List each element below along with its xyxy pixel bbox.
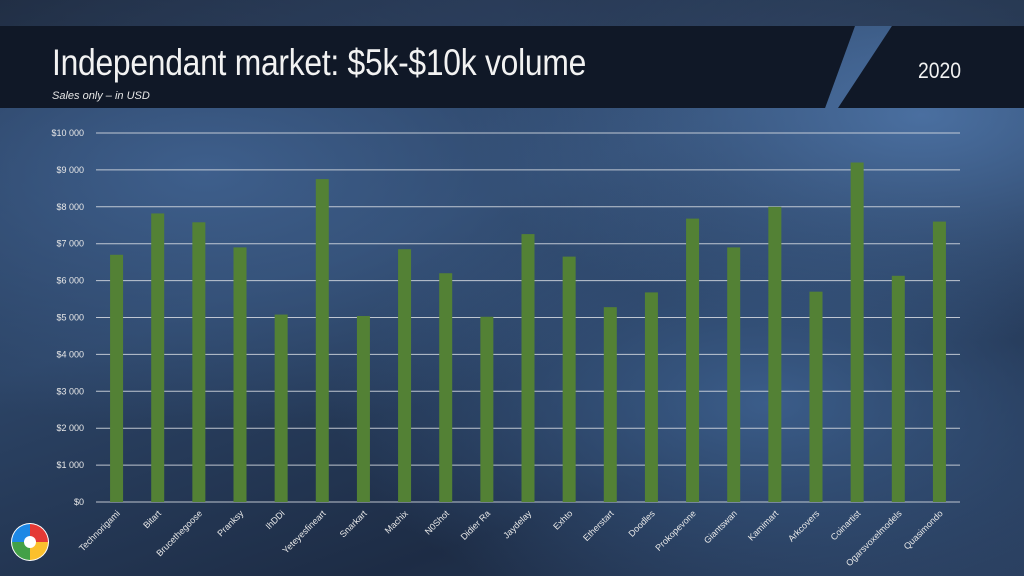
x-tick-label: Doodles	[626, 508, 657, 539]
bar-giantswan	[727, 247, 741, 502]
x-tick-label: Arkcovers	[786, 508, 822, 544]
bar-brucethegoose	[192, 222, 206, 502]
x-tick-label: IhDDi	[264, 508, 287, 531]
bar-bitart	[151, 213, 165, 502]
x-tick-label: Quasimondo	[902, 508, 945, 551]
y-tick-label: $0	[74, 497, 84, 507]
y-tick-label: $6 000	[56, 276, 84, 286]
bar-yeteyesfineart	[315, 179, 329, 502]
x-tick-label: Machix	[383, 508, 411, 536]
bar-quasimondo	[932, 221, 946, 502]
bar-coinartist	[850, 162, 864, 502]
x-tick-label: Coinartist	[829, 508, 863, 542]
bar-technorigami	[110, 254, 124, 502]
bar-didier-ra	[480, 316, 494, 502]
bar-machix	[398, 249, 412, 502]
logo-icon	[11, 523, 49, 561]
y-tick-label: $3 000	[56, 386, 84, 396]
bar-exhto	[562, 256, 576, 502]
x-tick-label: Didier Ra	[459, 508, 493, 542]
x-tick-label: N0Shot	[423, 508, 452, 537]
y-tick-label: $10 000	[51, 128, 84, 138]
title-banner	[0, 26, 855, 108]
top-strip	[0, 0, 1024, 26]
bar-prokopevone	[686, 218, 700, 502]
page-title: Independant market: $5k-$10k volume	[52, 42, 587, 83]
x-tick-label: Exhto	[551, 508, 574, 531]
x-tick-label: Jaydelay	[501, 508, 534, 541]
bar-doodles	[644, 292, 658, 502]
bar-pranksy	[233, 247, 247, 502]
x-tick-label: Giantswan	[702, 508, 739, 545]
y-tick-label: $1 000	[56, 460, 84, 470]
y-tick-label: $8 000	[56, 202, 84, 212]
y-tick-label: $7 000	[56, 239, 84, 249]
x-tick-label: Prokopevone	[653, 508, 698, 553]
x-tick-label: Bitart	[141, 508, 163, 530]
bar-ogarsvoxelmodels	[891, 275, 905, 502]
bar-jaydelay	[521, 234, 535, 502]
bar-n0shot	[439, 273, 453, 502]
x-tick-label: Pranksy	[215, 508, 245, 538]
y-tick-label: $4 000	[56, 349, 84, 359]
bar-etherstart	[603, 307, 617, 502]
bar-snarkart	[356, 316, 370, 502]
page-subtitle: Sales only – in USD	[52, 90, 150, 102]
x-tick-label: Snarkart	[338, 508, 369, 539]
year-label: 2020	[918, 58, 962, 83]
x-tick-label: Technorigami	[77, 508, 122, 553]
y-tick-label: $2 000	[56, 423, 84, 433]
y-tick-label: $5 000	[56, 313, 84, 323]
bar-ihddi	[274, 314, 288, 502]
bar-arkcovers	[809, 291, 823, 502]
x-tick-label: Etherstart	[581, 508, 616, 543]
x-tick-label: Yeteyesfineart	[281, 508, 329, 556]
bar-kamimart	[768, 206, 782, 503]
x-tick-label: Kamimart	[746, 508, 781, 543]
y-tick-label: $9 000	[56, 165, 84, 175]
